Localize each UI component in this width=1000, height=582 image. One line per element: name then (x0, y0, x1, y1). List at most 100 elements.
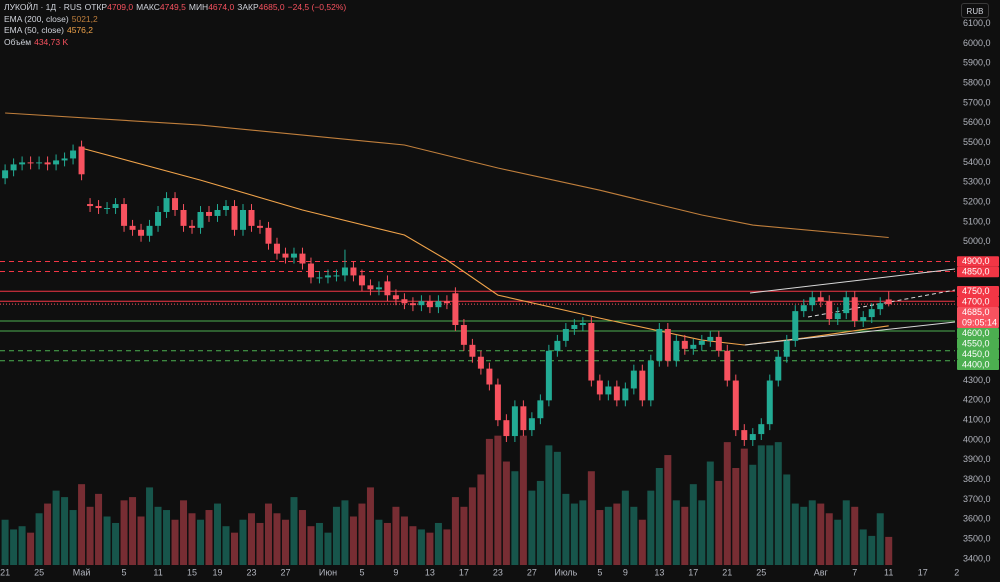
candle-body (265, 227, 272, 244)
candle-body (299, 253, 306, 264)
legend-row: EMA (200, close) 5021,2 (4, 14, 349, 26)
volume-bar (468, 487, 476, 565)
volume-bar (78, 484, 86, 565)
candle-body (435, 301, 442, 308)
volume-bar (604, 506, 612, 565)
volume-bar (10, 529, 18, 565)
price-badge-label: 4400,0 (962, 359, 990, 369)
volume-bar (706, 461, 714, 565)
currency-button[interactable]: RUB (961, 3, 989, 18)
candle-body (554, 340, 561, 351)
candle-body (61, 158, 68, 161)
candle-body (800, 305, 807, 312)
volume-bar (749, 464, 757, 565)
volume-bar (596, 510, 604, 565)
candle-body (809, 297, 816, 306)
volume-bar (630, 506, 638, 565)
candle-body (885, 299, 892, 305)
x-tick-label: Июль (554, 567, 577, 577)
volume-bar (52, 490, 60, 565)
y-tick-label: 3700,0 (963, 494, 991, 504)
volume-bar (349, 516, 357, 565)
x-tick-label: 17 (459, 567, 469, 577)
volume-bar (95, 493, 103, 565)
y-tick-label: 3400,0 (963, 553, 991, 563)
candle-body (197, 211, 204, 228)
volume-bar (494, 435, 502, 565)
volume-bar (298, 510, 306, 565)
volume-bar (791, 503, 799, 565)
y-tick-label: 4000,0 (963, 434, 991, 444)
volume-bar (1, 519, 9, 565)
candle-body (239, 209, 246, 230)
volume-bar (783, 474, 791, 565)
candle-body (571, 325, 578, 329)
volume-bar (800, 506, 808, 565)
candle-body (766, 380, 773, 425)
candle-body (78, 146, 85, 175)
volume-bar (426, 532, 434, 565)
volume-bar (587, 471, 595, 565)
candle-body (817, 297, 824, 302)
volume-bar (307, 526, 315, 565)
candle-body (860, 317, 867, 322)
volume-bar (247, 513, 255, 565)
candle-body (172, 198, 179, 210)
candle-body (469, 344, 476, 357)
candle-body (418, 301, 425, 306)
trend-lines (744, 268, 956, 346)
candle-body (443, 301, 450, 304)
volume-bar (485, 438, 493, 565)
x-tick-label: 7 (852, 567, 857, 577)
candle-body (460, 325, 467, 345)
x-tick-label: 5 (122, 567, 127, 577)
volume-bar (868, 535, 876, 565)
legend-row: EMA (50, close) 4576,2 (4, 25, 349, 37)
candle-body (622, 388, 629, 401)
volume-bar (715, 480, 723, 565)
candle-body (180, 209, 187, 226)
volume-bar (239, 519, 247, 565)
price-badge (957, 296, 999, 308)
y-tick-label: 5900,0 (963, 58, 991, 68)
symbol: ЛУКОЙЛ · 1Д · RUS (4, 2, 82, 12)
candle-body (698, 340, 705, 345)
field-value: 4749,5 (159, 2, 186, 12)
volume-bar (511, 471, 519, 565)
volume-bar (18, 526, 26, 565)
volume-bar (214, 503, 222, 565)
trend-line (744, 321, 956, 346)
price-badge (957, 286, 999, 297)
candles (2, 140, 892, 446)
trend-line (807, 289, 956, 318)
candle-body (70, 150, 77, 159)
x-tick-label: 27 (280, 567, 290, 577)
volume-bar (188, 513, 196, 565)
volume-legend: Объём 434,73 K (4, 37, 349, 49)
legend-value: 434,73 K (34, 36, 69, 47)
x-tick-label: Май (73, 567, 91, 577)
volume-bar (281, 519, 289, 565)
y-tick-label: 5200,0 (963, 196, 991, 206)
volume-bar (553, 451, 561, 565)
candle-body (452, 293, 459, 326)
x-tick-label: 19 (213, 567, 223, 577)
x-tick-label: Авг (814, 567, 829, 577)
series-legend: EMA (200, close) 5021,2 EMA (50, close) 457… (4, 14, 349, 37)
candle-body (826, 301, 833, 320)
candle-body (596, 380, 603, 395)
y-tick-label: 3500,0 (963, 534, 991, 544)
candle-body (223, 206, 230, 210)
candle-body (681, 340, 688, 349)
candle-body (749, 434, 756, 441)
volume-bar (290, 497, 298, 565)
volume-bar (579, 500, 587, 565)
price-badge (957, 328, 999, 339)
candle-body (639, 370, 646, 401)
volume-bar (528, 490, 536, 565)
volume-bar (69, 510, 77, 565)
candle-body (95, 206, 102, 209)
x-tick-label: 11 (884, 567, 893, 577)
